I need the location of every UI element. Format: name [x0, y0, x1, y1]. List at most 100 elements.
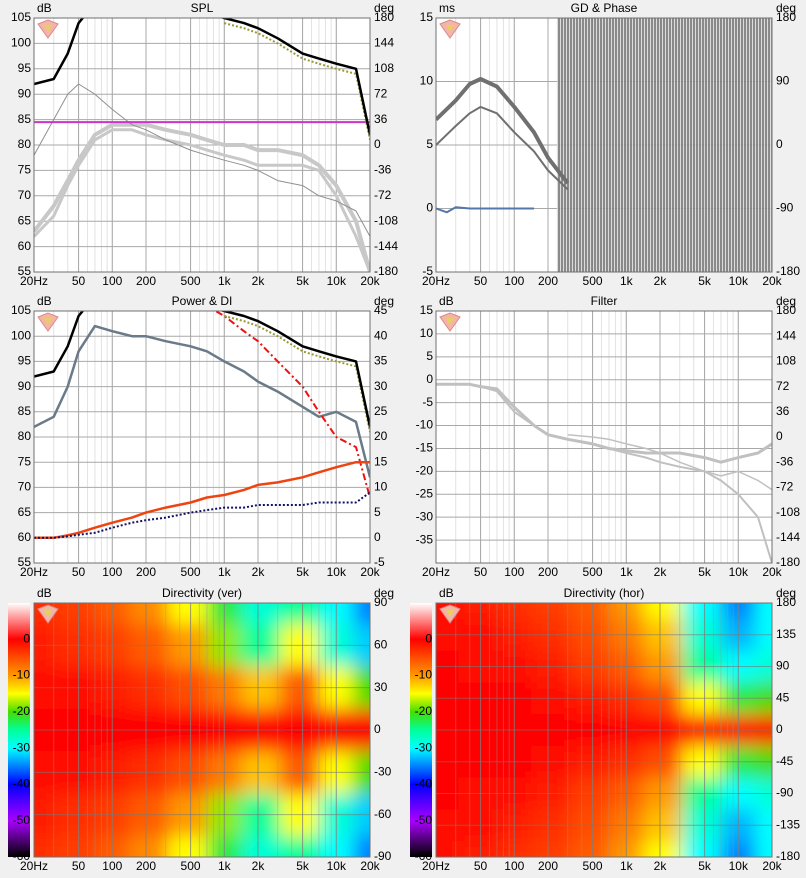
colorbar — [410, 603, 432, 857]
y2-axis-unit: deg — [374, 586, 394, 600]
y2-tick-label: -90 — [374, 849, 392, 863]
series-line — [436, 383, 772, 563]
y2-tick-label: 35 — [374, 354, 388, 368]
y-tick-label: 90 — [18, 379, 32, 393]
y2-tick-label: -36 — [374, 163, 392, 177]
x-tick-label: 100 — [504, 859, 524, 873]
x-tick-label: 10k — [327, 859, 347, 873]
y2-tick-label: -144 — [374, 239, 398, 253]
y-axis-unit: dB — [439, 586, 454, 600]
y2-tick-label: 72 — [374, 86, 388, 100]
colorbar-tick-label: -40 — [13, 777, 31, 791]
x-tick-label: 20k — [762, 274, 782, 288]
series-line — [34, 311, 370, 428]
x-tick-label: 100 — [504, 274, 524, 288]
colorbar-tick-label: -30 — [13, 740, 31, 754]
y2-axis-unit: deg — [776, 1, 796, 15]
y-tick-label: 5 — [426, 137, 433, 151]
series-line — [34, 460, 370, 540]
heat-cell — [129, 835, 169, 857]
y2-tick-label: 36 — [374, 112, 388, 126]
x-tick-label: 5k — [296, 274, 310, 288]
x-tick-label: 500 — [583, 565, 603, 579]
chart-title: Directivity (hor) — [564, 586, 645, 600]
y2-tick-label: 36 — [776, 404, 790, 418]
y2-tick-label: -90 — [776, 201, 794, 215]
x-tick-label: 500 — [583, 859, 603, 873]
y2-tick-label: 40 — [374, 328, 388, 342]
y2-tick-label: 5 — [374, 505, 381, 519]
y-tick-label: -10 — [416, 418, 434, 432]
y2-tick-label: 135 — [776, 627, 796, 641]
x-tick-label: 2k — [252, 274, 266, 288]
x-tick-label: 10k — [327, 565, 347, 579]
y2-tick-label: 45 — [374, 303, 388, 317]
logo-inner — [44, 318, 52, 325]
x-tick-label: 500 — [181, 565, 201, 579]
colorbar — [8, 603, 30, 857]
y-tick-label: 75 — [18, 454, 32, 468]
heat-cell — [56, 603, 96, 625]
lines — [436, 382, 772, 563]
y2-tick-label: 60 — [374, 638, 388, 652]
x-tick-label: 1k — [218, 859, 232, 873]
colorbar-tick-label: -30 — [415, 740, 433, 754]
x-tick-label: 200 — [538, 565, 558, 579]
x-tick-label: 20k — [360, 565, 380, 579]
colorbar-tick-label: -20 — [13, 704, 31, 718]
x-tick-label: 50 — [474, 565, 488, 579]
x-tick-label: 5k — [698, 274, 712, 288]
x-tick-label: 10k — [327, 274, 347, 288]
heat-cell — [755, 603, 772, 620]
y2-tick-label: 0 — [776, 429, 783, 443]
y-tick-label: -25 — [416, 486, 434, 500]
y2-tick-label: -180 — [776, 849, 800, 863]
heatmap-cells — [436, 603, 772, 857]
heat-cell — [353, 835, 370, 857]
y2-tick-label: 180 — [374, 10, 394, 24]
panel: 20Hz 50 100 200 500 1k 2k 5k 10k 20k 105 100 95 90 85 8… — [11, 1, 398, 288]
x-tick-label: 1k — [620, 565, 634, 579]
x-tick-label: 1k — [218, 274, 232, 288]
x-tick-label: 500 — [583, 274, 603, 288]
x-tick-label: 100 — [102, 274, 122, 288]
x-tick-label: 20Hz — [20, 859, 48, 873]
series-line — [224, 315, 370, 433]
y2-tick-label: 30 — [374, 379, 388, 393]
y2-tick-label: 144 — [374, 36, 394, 50]
y2-tick-label: 10 — [374, 480, 388, 494]
x-tick-label: 20Hz — [422, 565, 450, 579]
x-tick-label: 2k — [654, 859, 668, 873]
heat-cell — [241, 835, 281, 857]
series-line — [436, 206, 534, 214]
y-tick-label: 55 — [18, 555, 32, 569]
y2-tick-label: -36 — [776, 454, 794, 468]
x-tick-label: 2k — [654, 565, 668, 579]
heat-cell — [129, 603, 169, 625]
heat-cell — [34, 835, 57, 857]
plot-frame — [435, 602, 773, 858]
y2-tick-label: -135 — [776, 817, 800, 831]
series-line — [436, 77, 570, 185]
x-tick-label: 5k — [698, 859, 712, 873]
x-tick-label: 200 — [538, 859, 558, 873]
y2-tick-label: -108 — [374, 213, 398, 227]
y2-tick-label: 0 — [776, 722, 783, 736]
y2-tick-label: 144 — [776, 328, 796, 342]
series-line — [436, 105, 569, 191]
heat-cell — [168, 835, 208, 857]
y2-axis-unit: deg — [374, 1, 394, 15]
y-tick-label: 95 — [18, 61, 32, 75]
series-line — [34, 83, 370, 237]
colorbar-tick-label: -20 — [415, 704, 433, 718]
y2-tick-label: 180 — [776, 10, 796, 24]
y-tick-label: 70 — [18, 480, 32, 494]
y-tick-label: 95 — [18, 354, 32, 368]
colorbar-tick-label: -50 — [13, 813, 31, 827]
heat-cell — [755, 841, 772, 857]
x-tick-label: 1k — [218, 565, 232, 579]
y-axis-unit: dB — [37, 1, 52, 15]
series-line — [34, 122, 370, 272]
